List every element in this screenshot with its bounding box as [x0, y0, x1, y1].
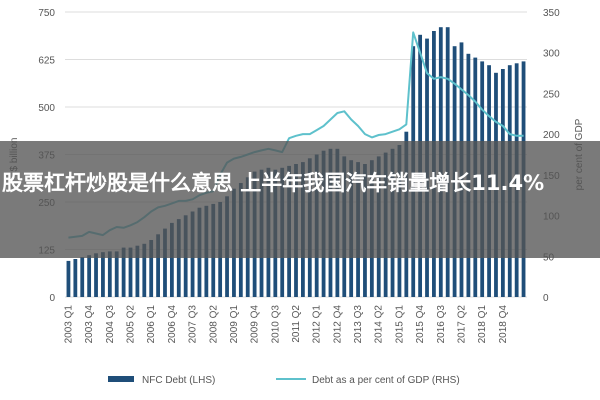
- x-tick-label: 2004 Q3: [105, 305, 116, 344]
- legend: NFC Debt (LHS) Debt as a per cent of GDP…: [108, 375, 460, 386]
- x-tick-label: 2017 Q2: [457, 305, 468, 344]
- left-tick-label: 750: [38, 8, 55, 19]
- nfc-debt-bar: [73, 259, 78, 297]
- x-tick-label: 2010 Q3: [270, 305, 281, 344]
- nfc-debt-bar: [142, 243, 147, 297]
- legend-swatch-nfc-debt: [108, 376, 134, 382]
- x-tick-label: 2009 Q4: [250, 305, 261, 344]
- nfc-debt-bar: [176, 219, 181, 297]
- x-tick-label: 2009 Q1: [229, 305, 240, 344]
- overlay-title: 股票杠杆炒股是什么意思 上半年我国汽车销量增长11.4%: [2, 171, 545, 195]
- x-tick-label: 2013 Q3: [353, 305, 364, 344]
- x-tick-label: 2018 Q1: [477, 305, 488, 344]
- legend-label-debt-gdp: Debt as a per cent of GDP (RHS): [312, 375, 460, 386]
- right-tick-label: 350: [543, 8, 560, 19]
- nfc-debt-bar: [66, 260, 71, 297]
- x-tick-label: 2006 Q1: [146, 305, 157, 344]
- x-tick-label: 2018 Q4: [498, 305, 509, 344]
- right-tick-label: 0: [543, 293, 549, 304]
- legend-label-nfc-debt: NFC Debt (LHS): [142, 375, 215, 386]
- nfc-debt-bar: [149, 240, 154, 297]
- x-tick-label: 2003 Q4: [84, 305, 95, 344]
- x-tick-label: 2007 Q3: [188, 305, 199, 344]
- nfc-debt-bar: [169, 222, 174, 297]
- nfc-debt-bar: [156, 234, 160, 297]
- nfc-debt-bar: [163, 228, 167, 297]
- nfc-debt-bar: [107, 251, 112, 297]
- nfc-debt-bar: [94, 253, 98, 297]
- x-tick-label: 2005 Q2: [126, 305, 137, 344]
- nfc-debt-bar: [80, 257, 85, 297]
- left-tick-label: 625: [38, 56, 55, 67]
- x-tick-label: 2015 Q1: [394, 305, 405, 344]
- x-tick-label: 2012 Q1: [312, 305, 323, 344]
- right-tick-label: 200: [543, 130, 560, 141]
- nfc-debt-bar: [114, 251, 119, 297]
- x-tick-label: 2014 Q2: [374, 305, 385, 344]
- nfc-debt-bar: [121, 247, 126, 297]
- right-tick-label: 300: [543, 49, 560, 60]
- x-tick-label: 2012 Q4: [332, 305, 343, 344]
- x-tick-label: 2003 Q1: [63, 305, 74, 344]
- right-tick-label: 250: [543, 89, 560, 100]
- nfc-debt-bar: [87, 255, 92, 297]
- x-tick-label: 2011 Q2: [291, 305, 302, 343]
- nfc-debt-bar: [135, 245, 140, 297]
- title-overlay-band: [0, 141, 600, 258]
- x-tick-label: 2016 Q3: [436, 305, 447, 344]
- x-tick-label: 2006 Q4: [167, 305, 178, 344]
- nfc-debt-bar: [128, 247, 133, 297]
- left-tick-label: 0: [49, 293, 55, 304]
- x-tick-label: 2015 Q4: [415, 305, 426, 344]
- left-tick-label: 500: [38, 103, 55, 114]
- x-tick-label: 2008 Q2: [208, 305, 219, 344]
- nfc-debt-bar: [101, 252, 105, 297]
